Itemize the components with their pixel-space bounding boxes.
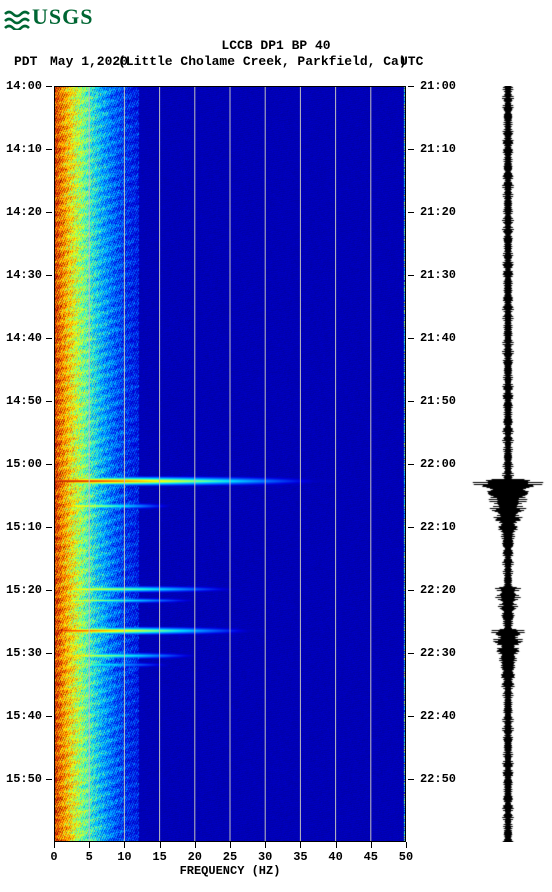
pdt-time-label: 15:30 [6, 646, 42, 660]
x-tick-label: 10 [117, 850, 131, 864]
utc-time-label: 22:10 [420, 520, 456, 534]
x-tick-label: 25 [223, 850, 237, 864]
utc-time-label: 21:30 [420, 268, 456, 282]
utc-time-label: 22:20 [420, 583, 456, 597]
logo-text: USGS [32, 4, 93, 29]
x-tick-label: 5 [86, 850, 93, 864]
usgs-logo: USGS [4, 4, 93, 34]
plot-title: LCCB DP1 BP 40 [0, 38, 552, 53]
utc-time-label: 22:50 [420, 772, 456, 786]
pdt-time-label: 14:40 [6, 331, 42, 345]
utc-time-label: 21:00 [420, 79, 456, 93]
pdt-time-label: 14:00 [6, 79, 42, 93]
x-tick-label: 35 [293, 850, 307, 864]
pdt-time-label: 15:50 [6, 772, 42, 786]
wave-icon [4, 8, 30, 34]
utc-time-label: 21:20 [420, 205, 456, 219]
spectrogram-canvas [54, 86, 406, 842]
utc-label: UTC [400, 54, 423, 69]
pdt-time-label: 15:20 [6, 583, 42, 597]
utc-time-label: 21:10 [420, 142, 456, 156]
waveform-canvas [468, 86, 548, 842]
y-axis-left: 14:0014:1014:2014:3014:4014:5015:0015:10… [0, 86, 52, 842]
pdt-time-label: 15:40 [6, 709, 42, 723]
utc-time-label: 21:40 [420, 331, 456, 345]
x-tick-label: 20 [188, 850, 202, 864]
utc-time-label: 22:30 [420, 646, 456, 660]
spectrogram-panel [54, 86, 406, 846]
x-tick-label: 40 [328, 850, 342, 864]
utc-time-label: 22:00 [420, 457, 456, 471]
pdt-time-label: 14:50 [6, 394, 42, 408]
y-axis-right: 21:0021:1021:2021:3021:4021:5022:0022:10… [408, 86, 458, 842]
x-tick-label: 15 [152, 850, 166, 864]
x-tick-label: 0 [50, 850, 57, 864]
pdt-time-label: 15:00 [6, 457, 42, 471]
x-tick-label: 50 [399, 850, 413, 864]
x-tick-label: 45 [364, 850, 378, 864]
x-axis: 05101520253035404550 FREQUENCY (HZ) [54, 842, 406, 872]
x-tick-label: 30 [258, 850, 272, 864]
pdt-time-label: 14:20 [6, 205, 42, 219]
x-axis-title: FREQUENCY (HZ) [54, 864, 406, 878]
pdt-time-label: 14:10 [6, 142, 42, 156]
location-label: (Little Cholame Creek, Parkfield, Ca) [118, 54, 407, 69]
pdt-time-label: 14:30 [6, 268, 42, 282]
date-label: May 1,2020 [50, 54, 128, 69]
pdt-label: PDT [14, 54, 37, 69]
utc-time-label: 21:50 [420, 394, 456, 408]
pdt-time-label: 15:10 [6, 520, 42, 534]
utc-time-label: 22:40 [420, 709, 456, 723]
